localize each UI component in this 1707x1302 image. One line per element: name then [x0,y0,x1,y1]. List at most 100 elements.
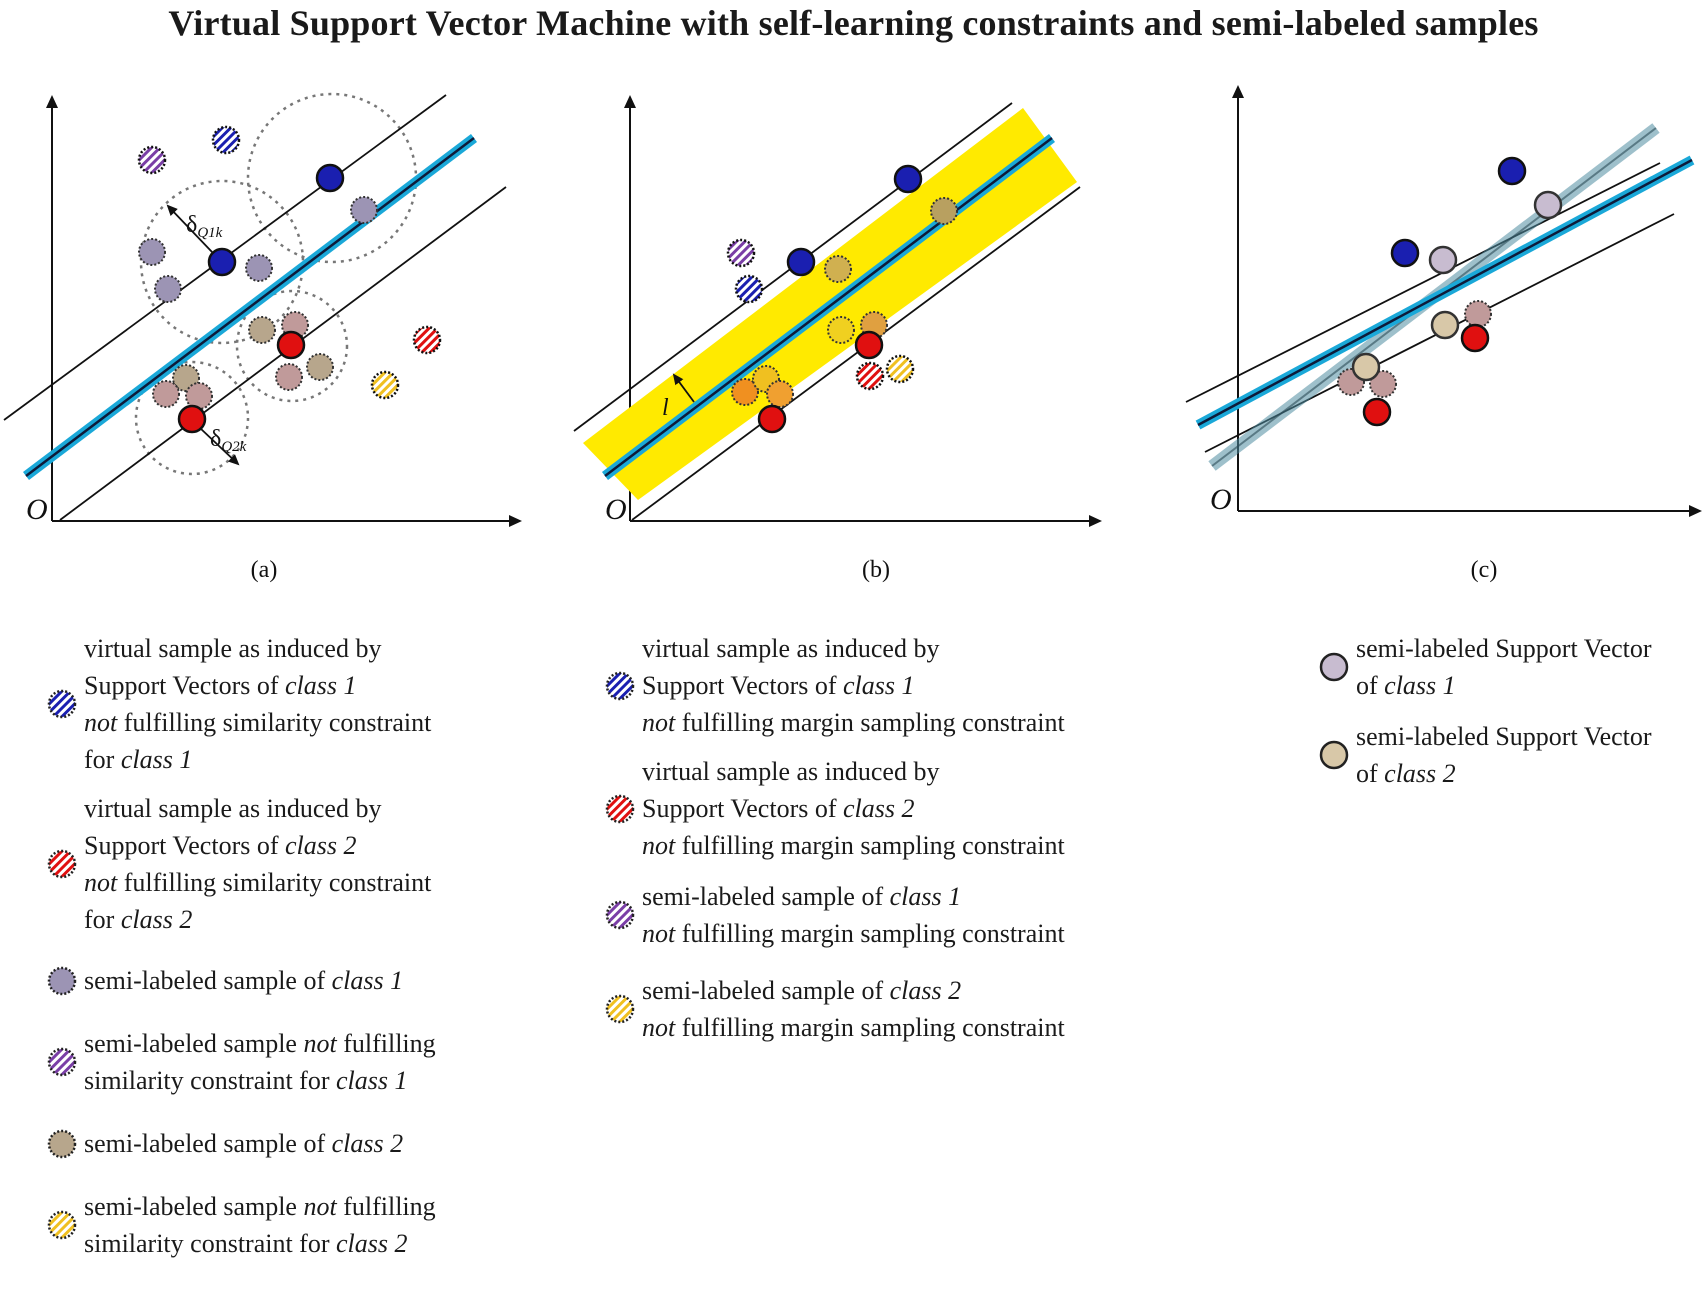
legend-text-line: virtual sample as induced by [642,757,940,786]
semi-labeled-sample-class1 [350,196,378,224]
figure-title: Virtual Support Vector Machine with self… [168,3,1539,43]
panel-a: O δQ1k δQ2k [3,92,522,583]
virtual-sample-class1 [211,125,241,155]
panel-caption: (b) [862,557,890,583]
hyperplane-core [25,137,475,477]
support-vector-class1 [315,163,345,193]
semi-labeled-support-vector-class1 [1533,190,1563,220]
legend-symbol-semi-class2 [47,1129,77,1158]
origin-label: O [605,493,627,526]
legend-text-line: virtual sample as induced by [84,634,382,663]
legend-text-line: Support Vectors of class 1 [84,671,357,700]
legend-item: virtual sample as induced by Support Vect… [46,790,546,938]
semi-labeled-sample-class1 [930,197,958,225]
legend-text-line: not fulfilling similarity constraint [84,708,432,737]
semi-labeled-support-vector-class1 [1428,245,1458,275]
semi-labeled-sample-class1 [245,254,273,282]
origin-label: O [1210,483,1232,516]
legend-text-line: similarity constraint for class 1 [84,1066,408,1095]
legend-text-line: not fulfilling margin sampling constrain… [642,831,1065,860]
semi-labeled-sample-class2-pink [275,363,303,391]
legend-text-line: semi-labeled sample not fulfilling [84,1192,436,1221]
legend-symbol-hatched-blue [47,689,77,719]
legend-symbol-hatched-yellow [47,1210,77,1240]
legend-symbol-semi-sv-class2 [1319,740,1349,770]
panel-b: O l (b) [573,95,1102,583]
panel-caption: (c) [1471,557,1498,583]
hyperplane-core [1197,158,1693,427]
legend-symbol-semi-class1 [47,966,77,995]
semi-labeled-sample-class2 [827,316,855,344]
legend-text-line: semi-labeled sample of class 1 [84,966,404,995]
support-vector-class2 [177,404,207,434]
semi-labeled-sample-class1-unfulfilled [726,238,756,268]
delta-q2k-arrow [199,427,240,466]
legend-column-a: virtual sample as induced by Support Vect… [46,630,546,1262]
delta-q2k-label: δQ2k [210,426,247,455]
semi-labeled-sample-class2-unfulfilled [885,354,915,384]
hyperplane-core [604,137,1053,477]
semi-labeled-support-vector-class2 [1430,310,1460,340]
legend-text-line: Support Vectors of class 2 [84,831,357,860]
legend-item: semi-labeled sample not fulfilling simila… [46,1188,546,1262]
panel-caption: (a) [251,557,278,583]
semi-labeled-sample-class2-unfulfilled [370,370,400,400]
margin-line-class1 [1185,162,1661,403]
support-vector-class1 [786,247,816,277]
legend-text-line: similarity constraint for class 2 [84,1229,408,1258]
legend-text-line: virtual sample as induced by [84,794,382,823]
legend-symbol-hatched-yellow [605,994,635,1024]
legend-symbol-hatched-purple [605,900,635,930]
legend-item: virtual sample as induced by Support Vect… [46,630,546,778]
semi-labeled-sample-class2 [248,316,276,344]
legend-item: semi-labeled sample not fulfilling simila… [46,1025,546,1099]
support-vector-class2 [757,404,787,434]
legend-text-line: not fulfilling margin sampling constrain… [642,708,1065,737]
similarity-circle [235,289,349,403]
support-vector-class1 [1497,156,1527,186]
legend-text-line: not fulfilling similarity constraint [84,868,432,897]
legend-item: semi-labeled Support Vector of class 2 [1318,718,1698,792]
semi-labeled-support-vector-class2 [1351,352,1381,382]
support-vector-class2 [854,330,884,360]
semi-labeled-sample-class1-unfulfilled [137,145,167,175]
legend-text-line: semi-labeled sample of class 2 [84,1129,404,1158]
semi-labeled-sample-class2 [824,255,852,283]
semi-labeled-sample-class2-pink [152,380,180,408]
semi-labeled-sample-class2 [731,378,759,406]
legend-item: virtual sample as induced by Support Vect… [604,753,1164,864]
delta-q1k-label: δQ1k [186,212,223,241]
band-width-arrow [672,373,695,403]
similarity-circle [134,360,250,476]
support-vector-class2 [1362,397,1392,427]
legend-symbol-hatched-red [605,794,635,823]
band-width-label: l [662,395,669,421]
legend-column-b: virtual sample as induced by Support Vect… [604,630,1164,1046]
virtual-sample-class1 [734,274,764,304]
legend-text-line: not fulfilling margin sampling constrain… [642,1013,1065,1042]
delta-q1k-arrow [166,204,213,253]
legend-item: semi-labeled sample of class 2 [46,1125,546,1162]
virtual-sample-class2 [412,325,442,355]
legend-item: virtual sample as induced by Support Vect… [604,630,1164,741]
virtual-sample-class2 [855,361,885,391]
legend-symbol-hatched-red [47,849,77,879]
support-vector-class2 [276,330,306,360]
legend-text-line: semi-labeled sample of class 2 [642,976,962,1005]
legend-text-line: semi-labeled sample of class 1 [642,882,962,911]
semi-labeled-sample-class2-pink [1464,300,1492,328]
legend-symbol-semi-sv-class1 [1319,652,1349,682]
legend-text-line: virtual sample as induced by [642,634,940,663]
origin-label: O [26,493,48,526]
panel-c: O (c) [1185,85,1702,583]
legend-text-line: semi-labeled Support Vector [1356,722,1652,751]
legend-symbol-hatched-blue [605,671,635,700]
margin-line-class2 [631,186,1081,521]
support-vector-class1 [893,164,923,194]
legend-item: semi-labeled sample of class 1 [46,962,546,999]
legend-text-line: semi-labeled sample not fulfilling [84,1029,436,1058]
legend-item: semi-labeled sample of class 1 not fulfil… [604,878,1164,952]
legend-column-c: semi-labeled Support Vector of class 1 se… [1318,630,1698,792]
semi-labeled-sample-class2 [306,353,334,381]
